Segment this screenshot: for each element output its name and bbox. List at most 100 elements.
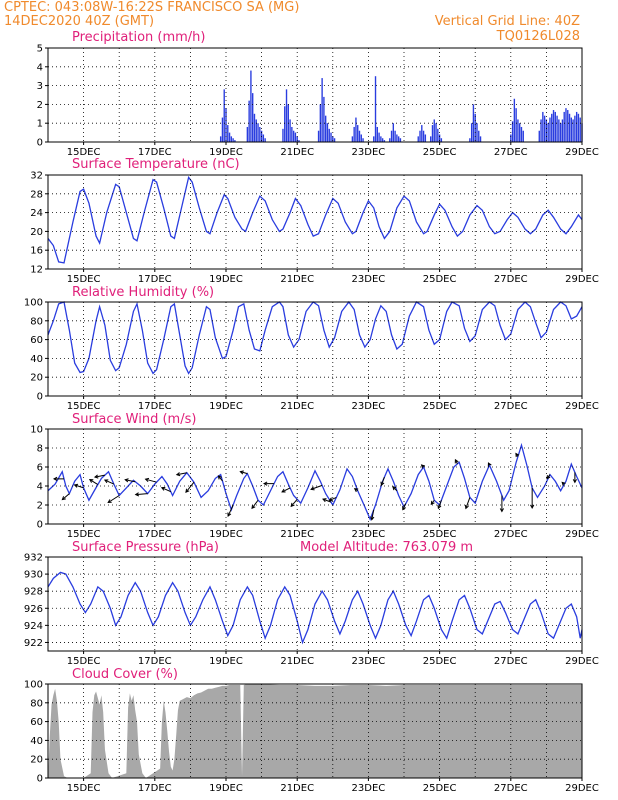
wind-arrow-head	[263, 481, 268, 486]
precip-bar	[542, 111, 544, 142]
precip-bar	[328, 128, 330, 142]
temp-ytick-label: 24	[30, 208, 43, 219]
precip-bar	[547, 123, 549, 142]
precip-bar	[422, 130, 425, 142]
wind-arrow	[380, 476, 385, 487]
pressure-xtick-label: 19DEC	[209, 656, 243, 667]
pressure-xtick-label: 25DEC	[423, 656, 457, 667]
wind-arrow-head	[370, 516, 375, 521]
pressure-frame	[47, 556, 583, 652]
wind-arrow	[251, 499, 259, 510]
temp-xtick-label: 25DEC	[423, 274, 457, 285]
wind-arrow-shaft	[310, 484, 323, 490]
wind-arrow-shaft	[371, 509, 375, 520]
wind-arrow	[144, 477, 157, 483]
pressure-ytick-label: 926	[24, 604, 43, 615]
wind-arrow-head	[499, 508, 505, 513]
cloud-ytick-label: 100	[24, 680, 43, 691]
rh-xtick-label: 19DEC	[209, 401, 243, 412]
wind-arrow-shaft	[437, 500, 442, 509]
precip-bar	[246, 126, 249, 142]
wind-arrow-head	[251, 504, 256, 510]
precip-bar	[572, 119, 574, 142]
rh-xtick-label: 27DEC	[494, 401, 528, 412]
cloud-xtick-label: 15DEC	[67, 783, 101, 794]
precip-bar	[470, 123, 473, 142]
wind-arrow-shaft	[145, 478, 157, 483]
precip-xtick-label: 17DEC	[138, 147, 172, 158]
cloud-ytick-label: 60	[30, 717, 43, 728]
wind-arrow	[402, 503, 407, 511]
temp-xtick-label: 23DEC	[352, 274, 386, 285]
wind-arrow-head	[454, 458, 459, 464]
wind-arrow-head	[420, 464, 426, 469]
wind-arrow-head	[310, 486, 315, 491]
precip-bar	[392, 123, 395, 142]
precip-bar	[225, 108, 227, 142]
wind-arrow	[52, 476, 65, 481]
wind-arrow-head	[61, 496, 66, 501]
wind-arrow-head	[380, 481, 385, 487]
precip-bar	[264, 138, 266, 142]
precip-ytick-label: 1	[37, 119, 43, 130]
cloud-cover-area	[48, 684, 582, 778]
precip-bar	[474, 113, 476, 142]
precip-bar	[378, 132, 380, 142]
wind-arrow-shaft	[240, 471, 248, 475]
wind-arrow	[437, 500, 442, 510]
precip-bar	[257, 123, 259, 142]
wind-arrow-shaft	[251, 499, 259, 509]
wind-arrow-head	[290, 502, 295, 508]
wind-arrow-head	[353, 488, 359, 493]
wind-xtick-label: 21DEC	[280, 529, 314, 540]
wind-arrow-shaft	[161, 487, 172, 493]
precip-bar	[250, 70, 252, 142]
precip-bar	[561, 119, 564, 142]
precip-bar	[394, 130, 396, 142]
wind-arrow	[499, 495, 505, 513]
precip-bar	[552, 110, 555, 142]
wind-arrow	[103, 479, 115, 485]
wind-arrow	[93, 474, 106, 479]
precip-bar	[538, 130, 540, 142]
wind-arrow	[185, 481, 195, 494]
precip-bar	[431, 125, 434, 142]
precip-bar	[559, 123, 562, 142]
wind-arrow-head	[73, 483, 79, 488]
wind-arrow-head	[107, 499, 112, 504]
pressure-ytick-label: 932	[24, 553, 43, 564]
wind-arrow-head	[52, 476, 58, 481]
wind-arrow	[430, 499, 435, 506]
precip-bar	[284, 106, 286, 142]
precip-ytick-label: 0	[37, 138, 43, 149]
precip-xtick-label: 29DEC	[565, 147, 599, 158]
precip-bar	[575, 111, 578, 142]
temp-ytick-label: 20	[30, 227, 43, 238]
wind-xtick-label: 29DEC	[565, 529, 599, 540]
precip-bar	[510, 134, 512, 142]
wind-arrow-head	[430, 500, 435, 506]
wind-xtick-label: 17DEC	[138, 529, 172, 540]
wind-arrow-shaft	[185, 481, 195, 493]
precip-ytick-label: 3	[37, 81, 43, 92]
wind-arrow-shaft	[227, 504, 234, 517]
precip-bar	[558, 119, 560, 142]
precip-bar	[440, 138, 443, 142]
precip-bar	[332, 136, 334, 142]
precip-bar	[517, 119, 519, 142]
pressure-xtick-label: 27DEC	[494, 656, 528, 667]
rh-ytick-label: 40	[30, 354, 43, 365]
wind-arrow-head	[160, 486, 166, 491]
temp-series-line	[47, 175, 583, 264]
wind-arrow-head	[515, 452, 520, 458]
precip-bar	[223, 89, 225, 142]
precip-bar	[563, 111, 565, 142]
precip-bar	[355, 117, 357, 142]
precip-bar	[579, 117, 581, 142]
precip-bar	[511, 121, 514, 142]
temp-xtick-label: 29DEC	[565, 274, 599, 285]
wind-arrow	[290, 498, 298, 508]
precip-bar	[469, 138, 471, 142]
precip-bar	[437, 128, 439, 142]
precip-xtick-label: 15DEC	[67, 147, 101, 158]
